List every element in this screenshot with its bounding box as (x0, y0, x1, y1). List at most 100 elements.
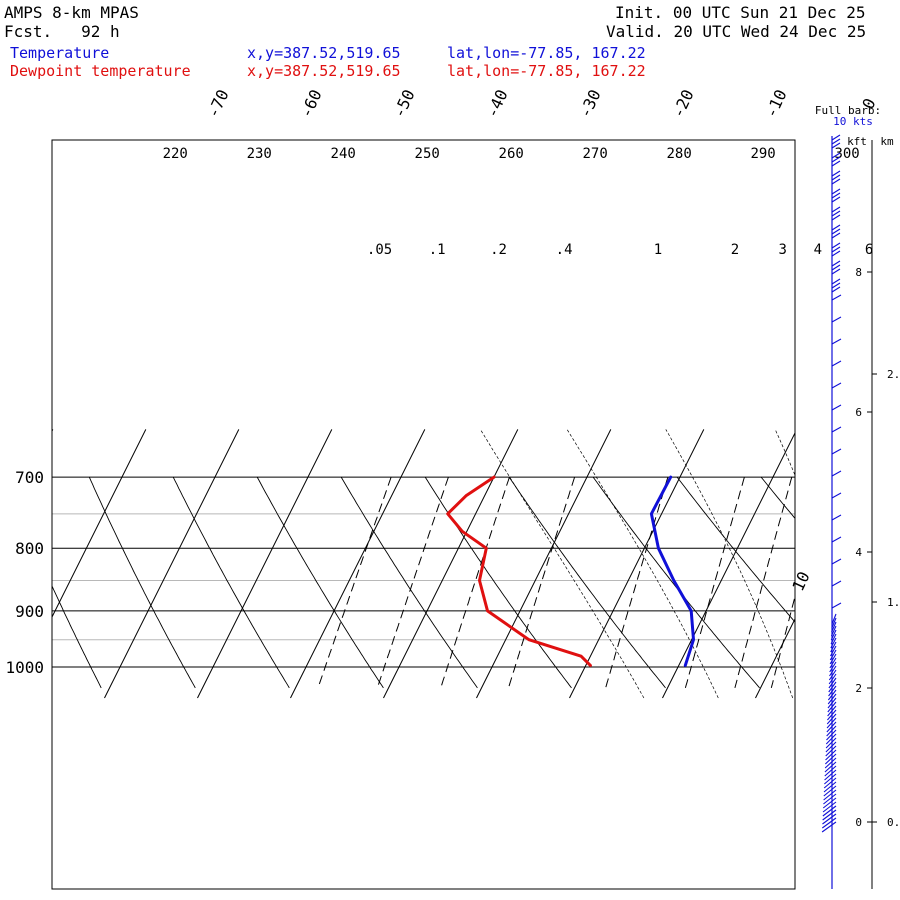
mixing-ratio-label: 4 (814, 242, 822, 258)
wind-barb-flag (831, 617, 837, 629)
wind-barb-flag (831, 152, 841, 159)
pressure-label: 1000 (5, 658, 44, 677)
isotherm (476, 429, 612, 699)
wind-barb-flag (831, 448, 842, 455)
pressure-label: 900 (15, 602, 44, 621)
wind-barb-flag (831, 338, 842, 345)
wind-barb-flag (826, 713, 837, 725)
wind-barb-flag (828, 673, 837, 685)
wind-barb-flag (827, 709, 837, 721)
legend-temperature-xy: x,y=387.52,519.65 (247, 44, 401, 62)
km-tick-label: 1. (887, 596, 900, 609)
valid-value: 20 UTC Wed 24 Dec 25 (673, 22, 867, 41)
wind-barb-flag (830, 625, 837, 637)
dry-adiabat (508, 476, 666, 689)
wind-barb-flag (831, 404, 842, 411)
wind-barb-flag (824, 757, 837, 769)
wind-barb-flag (828, 685, 837, 697)
kft-tick-label: 4 (855, 546, 862, 559)
wind-barb-flag (825, 741, 837, 753)
profile-lines (446, 475, 695, 667)
plot-frame (51, 139, 796, 890)
isotherm-label: -60 (296, 87, 325, 121)
isotherm (662, 431, 795, 699)
theta-label: 220 (163, 146, 188, 162)
wind-barb-flag (829, 645, 837, 657)
mixing-ratio-label: 6 (865, 242, 873, 258)
isotherm (569, 429, 705, 699)
wind-barb-flag (823, 777, 837, 789)
theta-label: 300 (834, 146, 859, 162)
theta-label: 280 (666, 146, 691, 162)
wind-barb-flag (831, 210, 841, 217)
moist-adiabat (566, 429, 719, 699)
wind-barb-flag (825, 745, 837, 757)
dry-adiabat (88, 476, 196, 689)
wind-barb-flag (831, 360, 842, 367)
isotherm (755, 617, 795, 699)
model-title: AMPS 8-km MPAS (4, 3, 139, 22)
wind-barb-flag (824, 753, 837, 765)
temperature-profile (649, 475, 695, 667)
dry-adiabat (760, 476, 795, 520)
isotherm-label: -10 (761, 87, 790, 121)
mixing-ratio-line (317, 476, 392, 689)
wind-barb-flag (830, 637, 837, 649)
wind-barb-flag (824, 773, 837, 785)
wind-barb-flag (830, 629, 837, 641)
dry-adiabat (340, 476, 478, 689)
mixing-ratio-line (734, 476, 793, 689)
pressure-label: 700 (15, 468, 44, 487)
init-label: Init. (615, 3, 664, 22)
km-tick-label: 0. (887, 816, 900, 829)
theta-label: 290 (750, 146, 775, 162)
wind-barb-flag (821, 817, 837, 829)
kft-tick-label: 2 (855, 682, 862, 695)
wind-barb-flag (829, 649, 837, 661)
wind-barb-flag (823, 781, 837, 793)
wind-barb-flag (831, 142, 841, 149)
isotherm (197, 429, 333, 699)
wind-barb-flag (831, 558, 842, 565)
wind-barb-flag (831, 282, 841, 289)
mixing-ratio-label: 1 (654, 242, 662, 258)
wind-barb-flag (831, 170, 841, 177)
wind-barb-flag (831, 613, 837, 625)
mixing-ratio-label: .05 (367, 242, 392, 258)
skewed-temperature-labels: -70 -60 -50 -40 -30 -20 -10 010 (203, 87, 879, 594)
wind-barb-flag (823, 793, 837, 805)
isotherm (383, 429, 519, 699)
wind-barb-flag (831, 602, 842, 609)
wind-barb-flag (831, 192, 841, 199)
isotherm-label: -50 (389, 87, 418, 121)
wind-barb-flag (831, 580, 842, 587)
pressure-label: 800 (15, 539, 44, 558)
dry-adiabat (676, 476, 795, 623)
mixing-ratio-line (684, 476, 745, 689)
forecast-hour: Fcst. 92 h (4, 23, 120, 41)
wind-barb-flag (829, 661, 837, 673)
dry-adiabat (845, 477, 900, 688)
wind-barb-flag (827, 693, 837, 705)
isotherm (290, 429, 426, 699)
moist-adiabat (480, 429, 645, 699)
wind-barb-flag (823, 789, 837, 801)
theta-label: 270 (582, 146, 607, 162)
legend-temperature-latlon: lat,lon=-77.85, 167.22 (447, 44, 646, 62)
wind-barb-flag (822, 813, 837, 825)
wind-barb-flag (831, 246, 841, 253)
wind-barb-flag (831, 382, 842, 389)
wind-barb-flag (826, 721, 837, 733)
wind-barb-legend-label: Full barb: (815, 104, 881, 117)
isotherm-label: -30 (575, 87, 604, 121)
wind-barb-legend-value: 10 kts (833, 115, 873, 128)
kft-tick-label: 8 (855, 266, 862, 279)
isotherm (848, 429, 900, 698)
init-time: Init. 00 UTC Sun 21 Dec 25 (615, 4, 865, 22)
mixing-ratio-line (508, 476, 576, 689)
wind-barb-flag (831, 134, 841, 141)
wind-barb-flag (831, 268, 841, 275)
wind-barb-flag (826, 725, 837, 737)
